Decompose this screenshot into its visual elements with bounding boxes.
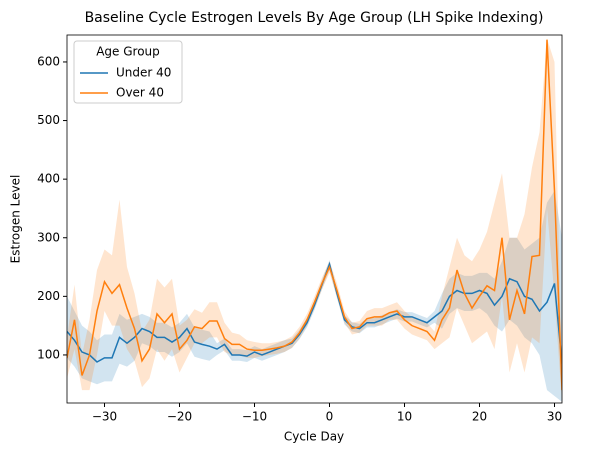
y-axis-label: Estrogen Level (9, 175, 23, 264)
x-tick-label: 30 (547, 410, 562, 424)
y-tick-label: 600 (37, 54, 60, 68)
y-tick-label: 300 (37, 230, 60, 244)
axes-frame (66, 34, 563, 404)
y-tick-label: 400 (37, 172, 60, 186)
x-tick-label: −20 (167, 410, 192, 424)
x-tick-label: 10 (397, 410, 412, 424)
x-tick-label: −10 (242, 410, 267, 424)
legend-box (73, 40, 183, 104)
y-tick-label: 500 (37, 113, 60, 127)
y-tick-label: 200 (37, 289, 60, 303)
x-axis-label: Cycle Day (284, 430, 344, 444)
y-tick-label: 100 (37, 347, 60, 361)
chart-title: Baseline Cycle Estrogen Levels By Age Gr… (85, 10, 544, 26)
legend-label: Over 40 (116, 86, 164, 100)
x-tick-label: 20 (472, 410, 487, 424)
confidence-band (67, 190, 562, 402)
line (67, 261, 562, 364)
x-tick-label: −30 (92, 410, 117, 424)
x-tick-label: 0 (326, 410, 334, 424)
legend-title: Age Group (96, 45, 160, 59)
line (67, 39, 562, 391)
legend-label: Under 40 (116, 66, 171, 80)
plot-area (67, 38, 562, 402)
